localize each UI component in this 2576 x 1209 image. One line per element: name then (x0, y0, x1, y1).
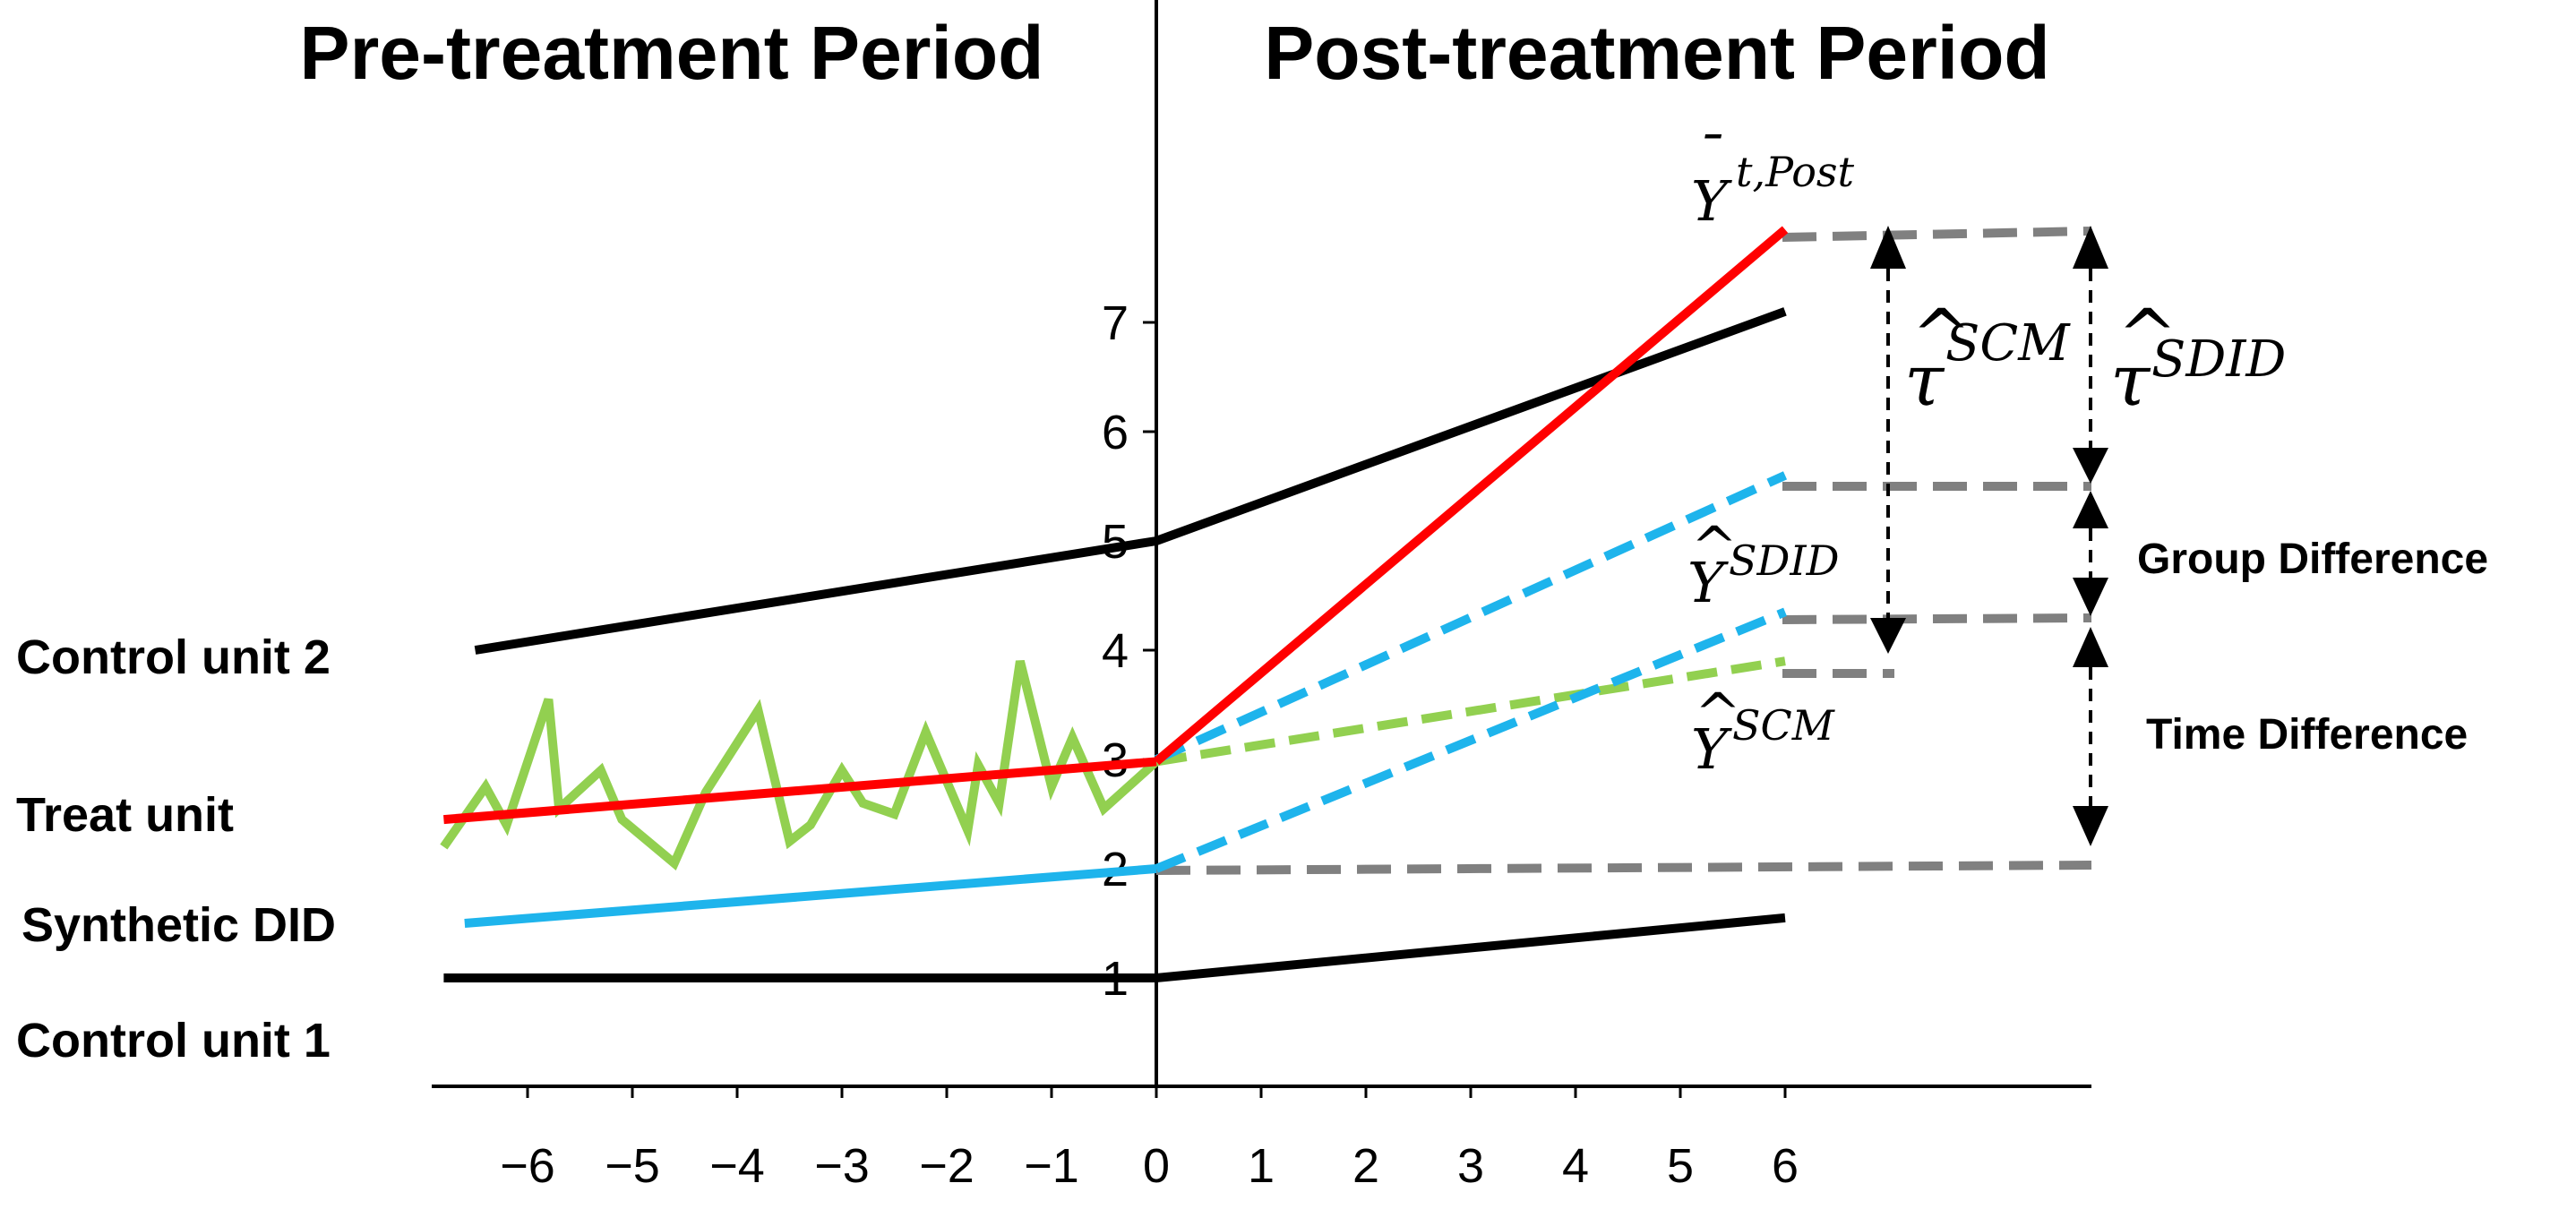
math-tau-sdid-base: τ (2110, 339, 2151, 422)
arrow-time-diff-top (2073, 627, 2108, 667)
series-control-unit-1 (443, 913, 1786, 982)
label-treat-unit: Treat unit (16, 788, 234, 842)
x-tick-label: 2 (1352, 1139, 1379, 1193)
series-treat-post (1153, 226, 1789, 766)
post-period-title: Post-treatment Period (1264, 11, 2050, 95)
label-control-unit-1: Control unit 1 (16, 1014, 331, 1068)
math-yhat-scm: Y ^ SCM (1691, 681, 1836, 782)
x-tick-label: 5 (1667, 1139, 1694, 1193)
x-tick-label: −2 (919, 1139, 975, 1193)
pre-period-title: Pre-treatment Period (300, 11, 1044, 95)
math-yhat-scm-sup: SCM (1732, 701, 1836, 750)
y-tick-label: 4 (1102, 624, 1129, 678)
x-tick-label: 3 (1457, 1139, 1484, 1193)
y-tick-label: 6 (1102, 406, 1129, 459)
arrows (1870, 226, 2108, 846)
x-tick-label: 6 (1772, 1139, 1799, 1193)
math-yhat-sdid-base: Y (1687, 550, 1729, 615)
series-treat-pre (442, 757, 1157, 825)
x-tick-label: 0 (1143, 1139, 1170, 1193)
x-tick-label: −5 (605, 1139, 660, 1193)
math-yhat-sdid: Y ^ SDID (1687, 514, 1839, 615)
y-tick-label: 7 (1102, 296, 1129, 350)
label-time-difference: Time Difference (2146, 711, 2468, 759)
x-tick-group: −6 −5 −4 −3 −2 −1 0 1 2 3 4 5 6 (500, 1086, 1799, 1193)
x-tick-label: 4 (1562, 1139, 1589, 1193)
math-ybar-post: Y ¯ t,Post (1691, 124, 1854, 234)
arrow-group-diff-top (2073, 491, 2108, 528)
math-tau-sdid-accent: ^ (2117, 294, 2177, 377)
series-synthetic-control-post (1155, 656, 1786, 767)
x-tick-label: −6 (500, 1139, 555, 1193)
math-tau-sdid: τ ^ SDID (2110, 294, 2286, 422)
arrow-group-diff-bottom (2073, 578, 2108, 616)
math-ybar-post-sup: t,Post (1736, 148, 1854, 196)
series-synthetic-control-pre (440, 659, 1160, 870)
math-ybar-post-accent: ¯ (1695, 124, 1722, 189)
guide-ybar-post (1782, 227, 2092, 242)
arrow-tau-scm-bottom (1870, 618, 1906, 654)
series-layer (440, 226, 1789, 982)
arrow-tau-sdid-bottom (2073, 448, 2108, 484)
label-synthetic-did: Synthetic DID (21, 898, 336, 952)
math-tau-scm-sup: SCM (1945, 314, 2071, 373)
label-group-difference: Group Difference (2137, 536, 2488, 583)
math-yhat-scm-accent: ^ (1695, 681, 1741, 746)
series-sdid-post-upper (1154, 471, 1788, 764)
x-tick-label: 1 (1248, 1139, 1275, 1193)
math-tau-scm: τ ^ SCM (1904, 294, 2071, 422)
math-tau-sdid-sup: SDID (2151, 330, 2286, 389)
guide-baseline-2 (1155, 861, 2092, 875)
series-synthetic-did-pre (464, 864, 1157, 928)
series-sdid-post-lower (1155, 607, 1787, 873)
math-ybar-post-base: Y (1691, 168, 1732, 234)
arrow-time-diff-bottom (2073, 806, 2108, 846)
x-tick-label: −3 (814, 1139, 870, 1193)
math-tau-scm-base: τ (1904, 339, 1945, 422)
math-yhat-scm-base: Y (1691, 716, 1732, 782)
x-tick-label: −1 (1024, 1139, 1079, 1193)
math-tau-scm-accent: ^ (1911, 294, 1971, 377)
arrow-tau-sdid-top (2073, 226, 2108, 269)
math-yhat-sdid-accent: ^ (1691, 514, 1738, 579)
guide-lines (1155, 227, 2092, 875)
x-tick-label: −4 (709, 1139, 765, 1193)
guide-sdid-lower (1782, 613, 2092, 624)
series-control-unit-2 (474, 307, 1787, 655)
arrow-tau-scm-top (1870, 226, 1906, 269)
math-yhat-sdid-sup: SDID (1729, 536, 1839, 585)
label-control-unit-2: Control unit 2 (16, 630, 331, 684)
